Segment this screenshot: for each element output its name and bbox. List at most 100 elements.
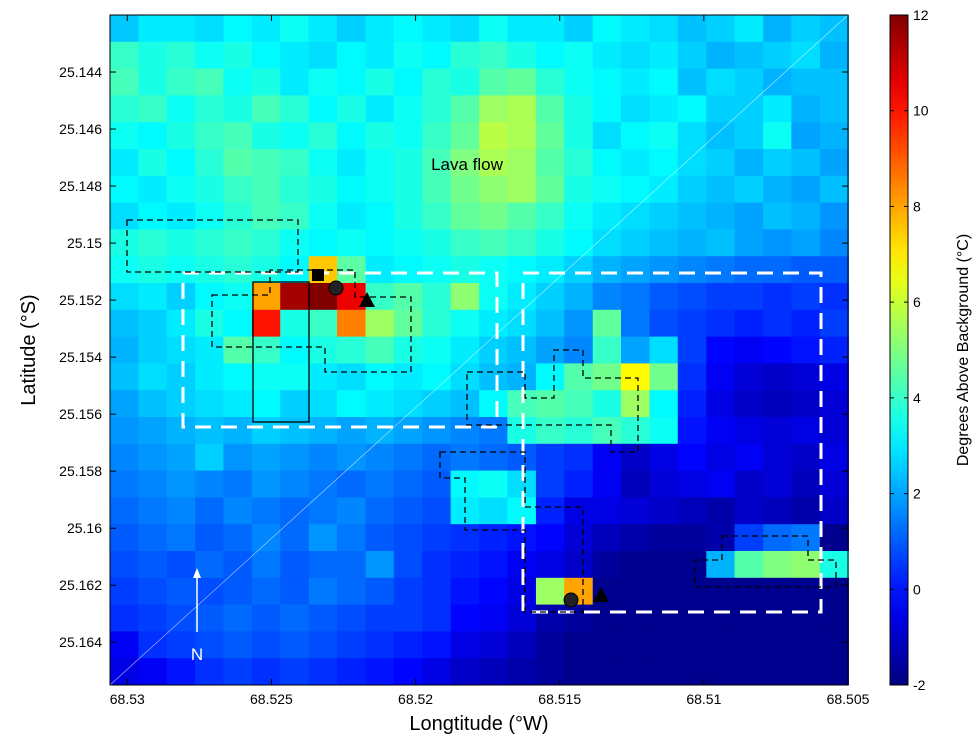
cell (507, 95, 537, 123)
cell (308, 631, 338, 659)
cell (223, 95, 253, 123)
cell (166, 363, 196, 391)
cell (819, 41, 849, 70)
cell (763, 95, 793, 123)
cell (365, 202, 395, 230)
cell (592, 363, 622, 391)
cell (280, 604, 310, 632)
cell (422, 336, 452, 364)
cell (138, 336, 168, 364)
cell (620, 68, 651, 96)
cell (620, 41, 651, 70)
cell (450, 41, 480, 70)
cell (422, 68, 452, 96)
cell (535, 149, 565, 177)
cell (308, 175, 338, 204)
cell (166, 497, 196, 525)
cell (422, 309, 452, 338)
colorbar-tick-label: 10 (913, 103, 929, 119)
cell (223, 470, 253, 498)
cell (620, 202, 651, 230)
cell (393, 336, 423, 364)
cell (677, 229, 707, 257)
cell (280, 551, 310, 579)
hotspot-outline (439, 451, 584, 613)
cell (791, 122, 821, 150)
cell (706, 363, 736, 391)
cell (195, 551, 225, 579)
cell (365, 68, 395, 96)
cell (479, 41, 509, 70)
cell (195, 417, 225, 445)
cell (308, 149, 338, 177)
cell (195, 122, 225, 150)
cell (791, 15, 821, 43)
cell (393, 15, 423, 43)
cell (450, 417, 480, 445)
cell (649, 551, 679, 579)
cell (649, 95, 679, 123)
cell (479, 256, 509, 284)
cell (507, 631, 537, 659)
cell (251, 283, 282, 311)
cell (365, 15, 395, 43)
cell (592, 256, 622, 284)
cell (138, 256, 168, 284)
cell (251, 95, 282, 123)
cell (734, 417, 764, 445)
cell (280, 256, 310, 284)
cell (819, 175, 849, 204)
cell (535, 229, 565, 257)
cell (564, 551, 594, 579)
colorbar-tick-label: 8 (913, 198, 921, 214)
annotation: Lava flow (431, 155, 504, 174)
cell (223, 68, 253, 96)
cell (479, 604, 509, 632)
cell (422, 658, 452, 686)
cell (819, 68, 849, 96)
cell (649, 443, 679, 472)
cell (592, 470, 622, 498)
cell (422, 202, 452, 230)
cell (308, 658, 338, 686)
cell (677, 336, 707, 364)
cell (450, 604, 480, 632)
cell (564, 202, 594, 230)
cell (706, 283, 736, 311)
cell (507, 122, 537, 150)
cell (734, 41, 764, 70)
cell (649, 41, 679, 70)
cell (677, 443, 707, 472)
cell (791, 95, 821, 123)
cell (138, 390, 168, 418)
cell (791, 417, 821, 445)
cell (734, 443, 764, 472)
cell (677, 417, 707, 445)
cell (308, 229, 338, 257)
region-box (181, 271, 499, 429)
cell (649, 390, 679, 418)
cell (109, 256, 139, 284)
cell (535, 336, 565, 364)
cell (479, 122, 509, 150)
x-tick-label: 68.525 (250, 691, 293, 707)
cell (649, 256, 679, 284)
cell (734, 15, 764, 43)
cell (564, 229, 594, 257)
cell (649, 658, 679, 686)
cell (195, 309, 225, 338)
cell (479, 95, 509, 123)
cell (393, 229, 423, 257)
cell (280, 577, 310, 606)
cell (564, 417, 594, 445)
cell (706, 551, 736, 579)
cell (450, 256, 480, 284)
cell (479, 390, 509, 418)
cell (620, 309, 651, 338)
cell (706, 470, 736, 498)
cell (365, 497, 395, 525)
cell (592, 309, 622, 338)
cell (819, 577, 849, 606)
cell (138, 41, 168, 70)
cell (734, 202, 764, 230)
